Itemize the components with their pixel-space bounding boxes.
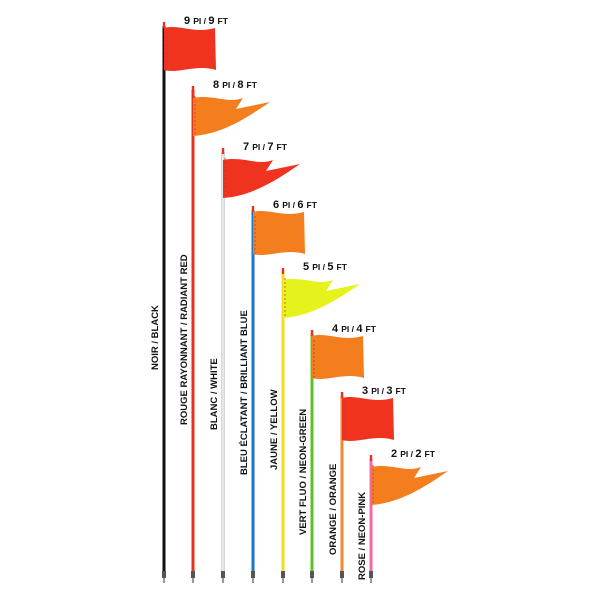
flag-whip-7ft: 7 PI / 7 FT BLANC / WHITE [209, 141, 300, 583]
pole-base-connector [369, 571, 373, 578]
pole-color-label: ROSE / NEON-PINK [357, 492, 368, 580]
pole-base-connector [221, 571, 225, 578]
pole-tip [221, 148, 225, 154]
pole-base-thread [163, 578, 165, 583]
flag-whip-8ft: 8 PI / 8 FT ROUGE RAYONNANT / RADIANT RED [179, 79, 270, 583]
flag-pennant [223, 159, 300, 198]
height-label: 9 PI / 9 FT [184, 15, 229, 27]
pole-tip [310, 330, 314, 336]
pole [162, 26, 166, 573]
pole-tip [162, 22, 166, 28]
pole [221, 151, 225, 574]
pole-color-label: ORANGE / ORANGE [328, 464, 339, 555]
pole [281, 272, 285, 573]
height-label: 8 PI / 8 FT [213, 79, 258, 91]
pole-color-label: ROUGE RAYONNANT / RADIANT RED [179, 254, 190, 425]
flag-rectangle [342, 397, 394, 441]
pole-color-label: NOIR / BLACK [150, 305, 161, 370]
flag-pennant [193, 97, 270, 136]
pole [310, 334, 314, 573]
flag-rectangle [312, 335, 364, 379]
pole-tip [369, 455, 373, 461]
height-label: 6 PI / 6 FT [273, 199, 318, 211]
pole-base-connector [251, 571, 255, 578]
pole [251, 210, 255, 573]
height-label: 7 PI / 7 FT [243, 141, 288, 153]
flag-whip-2ft: 2 PI / 2 FT ROSE / NEON-PINK [357, 448, 448, 583]
pole-base-connector [191, 571, 195, 578]
pole-tip [281, 268, 285, 274]
flag-whip-5ft: 5 PI / 5 FT JAUNE / YELLOW [269, 261, 360, 583]
height-label: 2 PI / 2 FT [391, 448, 436, 460]
pole-base-connector [310, 571, 314, 578]
height-label: 5 PI / 5 FT [303, 261, 348, 273]
flag-rectangle [164, 27, 216, 71]
flag-pennant [371, 466, 448, 505]
pole-color-label: VERT FLUO / NEON-GREEN [298, 409, 309, 535]
pole-color-label: JAUNE / YELLOW [269, 389, 280, 470]
flag-whip-6ft: 6 PI / 6 FT BLEU ÉCLATANT / BRILLIANT BLU… [239, 199, 318, 583]
height-label: 4 PI / 4 FT [332, 323, 377, 335]
pole-base-thread [192, 578, 194, 583]
pole-tip [191, 86, 195, 92]
pole-base-thread [311, 578, 313, 583]
flag-whip-4ft: 4 PI / 4 FT VERT FLUO / NEON-GREEN [298, 323, 377, 583]
flag-rectangle [253, 211, 305, 255]
pole-base-connector [340, 571, 344, 578]
height-label: 3 PI / 3 FT [362, 385, 407, 397]
pole [191, 90, 195, 573]
pole-base-thread [370, 578, 372, 583]
pole-tip [251, 206, 255, 212]
flag-whip-3ft: 3 PI / 3 FT ORANGE / ORANGE [328, 385, 407, 583]
pole-color-label: BLEU ÉCLATANT / BRILLIANT BLUE [239, 310, 250, 475]
pole-color-label: BLANC / WHITE [209, 358, 220, 430]
pole [340, 396, 344, 573]
pole-base-thread [252, 578, 254, 583]
pole-base-thread [282, 578, 284, 583]
pole-base-thread [222, 578, 224, 583]
pole-base-connector [162, 571, 166, 578]
pole-tip [340, 392, 344, 398]
pole-base-connector [281, 571, 285, 578]
pole-base-thread [341, 578, 343, 583]
flag-pennant [283, 279, 360, 318]
flag-whip-9ft: 9 PI / 9 FT NOIR / BLACK [150, 15, 229, 583]
pole [369, 459, 373, 573]
